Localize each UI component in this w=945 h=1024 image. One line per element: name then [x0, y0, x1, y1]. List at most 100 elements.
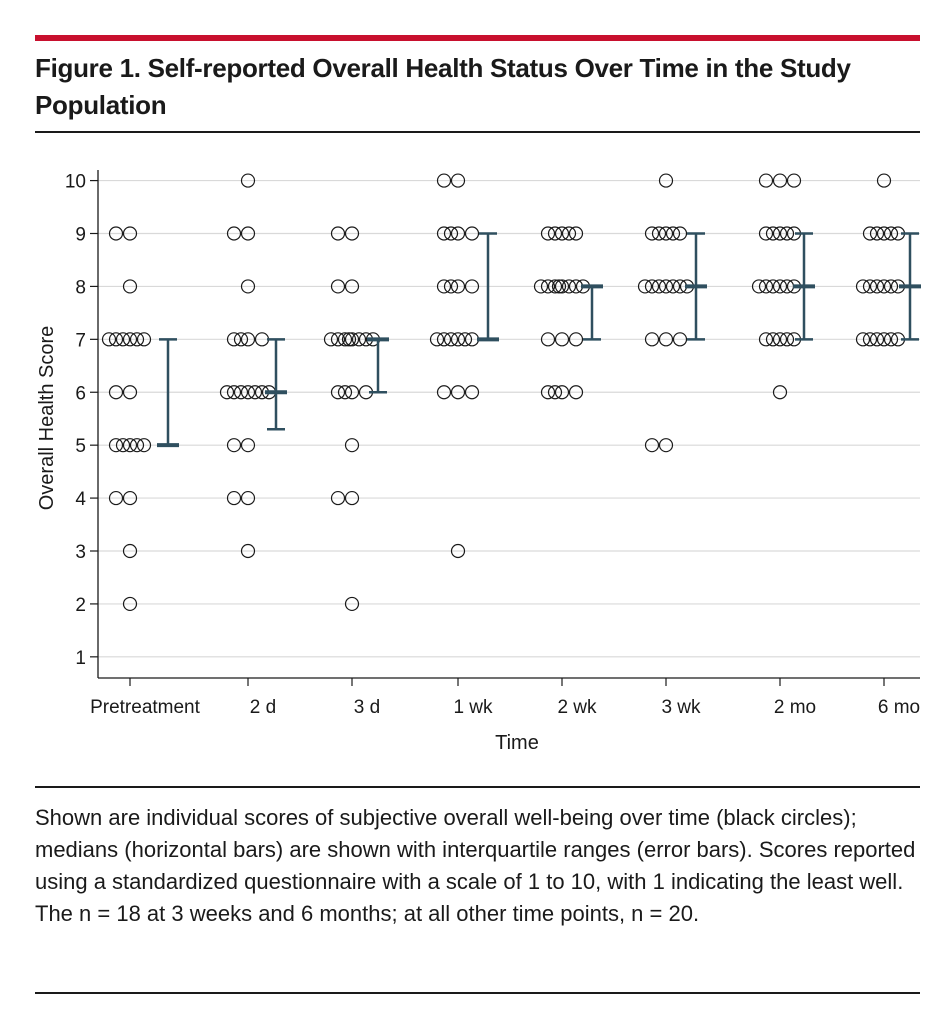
score-point-4-18 [551, 279, 567, 294]
accent-top-rule [35, 35, 920, 41]
y-tick-label-5: 5 [75, 436, 86, 457]
score-point-6-9 [765, 279, 781, 294]
score-point-4-19 [561, 226, 577, 241]
score-points [101, 173, 906, 612]
score-point-7-7 [869, 279, 885, 294]
y-tick-label-7: 7 [75, 330, 86, 351]
score-point-3-16 [450, 543, 466, 559]
x-tick-label-5: 3 wk [661, 697, 701, 718]
y-tick-label-10: 10 [65, 172, 86, 193]
score-point-7-11 [869, 332, 885, 347]
score-point-0-2 [122, 279, 138, 294]
y-tick-label-3: 3 [75, 542, 86, 563]
score-point-1-5 [226, 332, 242, 347]
score-point-2-0 [344, 226, 360, 241]
score-point-0-7 [122, 385, 138, 400]
score-point-6-7 [758, 279, 774, 294]
score-point-0-15 [108, 490, 124, 506]
score-point-2-15 [344, 490, 360, 506]
score-point-4-11 [540, 332, 556, 347]
score-point-2-19 [341, 332, 357, 347]
y-tick-label-2: 2 [75, 595, 86, 616]
score-point-1-2 [226, 226, 242, 241]
score-point-4-13 [554, 385, 570, 400]
score-point-0-18 [129, 332, 145, 347]
score-point-3-2 [450, 226, 466, 241]
score-point-3-7 [464, 279, 480, 294]
score-point-2-17 [344, 596, 360, 612]
x-tick-label-1: 2 d [250, 697, 276, 718]
score-point-5-4 [651, 226, 667, 241]
score-point-3-0 [450, 173, 466, 188]
score-point-3-15 [464, 385, 480, 400]
score-point-3-18 [443, 279, 459, 294]
score-point-6-0 [772, 173, 788, 188]
score-point-4-3 [547, 226, 563, 241]
score-point-2-1 [330, 226, 346, 241]
score-point-4-7 [547, 279, 563, 294]
score-point-2-9 [323, 332, 339, 347]
score-point-5-13 [644, 438, 660, 453]
score-point-2-16 [330, 490, 346, 506]
score-point-5-14 [637, 279, 653, 294]
score-point-2-13 [337, 385, 353, 400]
score-point-0-6 [115, 332, 131, 347]
x-tick-label-7: 6 mo [878, 697, 920, 718]
score-point-0-16 [122, 543, 138, 559]
score-point-4-15 [568, 385, 584, 400]
score-point-6-3 [772, 226, 788, 241]
score-point-0-0 [122, 226, 138, 241]
y-tick-label-8: 8 [75, 277, 86, 298]
score-point-3-12 [457, 332, 473, 347]
score-point-3-11 [443, 332, 459, 347]
score-point-3-17 [429, 332, 445, 347]
score-point-6-14 [772, 385, 788, 400]
score-point-1-12 [219, 385, 235, 400]
score-point-5-6 [644, 279, 660, 294]
score-point-2-8 [351, 332, 367, 347]
score-point-6-4 [758, 226, 774, 241]
score-point-6-6 [772, 279, 788, 294]
score-point-2-7 [337, 332, 353, 347]
x-tick-label-6: 2 mo [774, 697, 816, 718]
score-point-0-14 [122, 490, 138, 506]
score-point-6-1 [758, 173, 774, 188]
score-point-1-16 [226, 490, 242, 506]
score-point-3-19 [443, 226, 459, 241]
score-point-2-10 [344, 385, 360, 400]
score-point-4-0 [554, 226, 570, 241]
score-point-0-9 [122, 438, 138, 453]
score-point-7-4 [876, 279, 892, 294]
score-point-1-4 [240, 332, 256, 347]
score-point-7-1 [876, 226, 892, 241]
score-point-5-1 [658, 226, 674, 241]
score-point-5-16 [665, 226, 681, 241]
score-point-1-14 [226, 438, 242, 453]
score-point-5-9 [665, 279, 681, 294]
score-point-7-5 [862, 279, 878, 294]
score-point-6-19 [751, 279, 767, 294]
score-point-0-8 [108, 385, 124, 400]
score-point-4-5 [540, 279, 556, 294]
x-tick-label-3: 1 wk [453, 697, 493, 718]
score-point-6-18 [779, 332, 795, 347]
score-point-3-6 [436, 279, 452, 294]
score-point-4-12 [568, 332, 584, 347]
score-point-2-4 [344, 332, 360, 347]
score-point-0-4 [108, 332, 124, 347]
score-point-4-16 [547, 385, 563, 400]
score-point-5-11 [644, 332, 660, 347]
score-point-3-13 [450, 385, 466, 400]
y-tick-label-1: 1 [75, 648, 86, 669]
y-tick-label-4: 4 [75, 489, 86, 510]
score-point-4-14 [540, 385, 556, 400]
health-score-scatter-chart: 1 2 3 4 5 6 7 8 9 10 Pretreatment 2 d 3 d 1 wk 2 wk 3 w… [36, 170, 921, 754]
score-point-0-10 [108, 438, 124, 453]
score-point-5-0 [658, 173, 674, 188]
score-point-7-16 [855, 332, 871, 347]
score-point-3-4 [464, 226, 480, 241]
caption-divider-top [35, 786, 920, 788]
x-tick-label-4: 2 wk [557, 697, 597, 718]
score-point-6-17 [779, 226, 795, 241]
score-point-0-1 [108, 226, 124, 241]
